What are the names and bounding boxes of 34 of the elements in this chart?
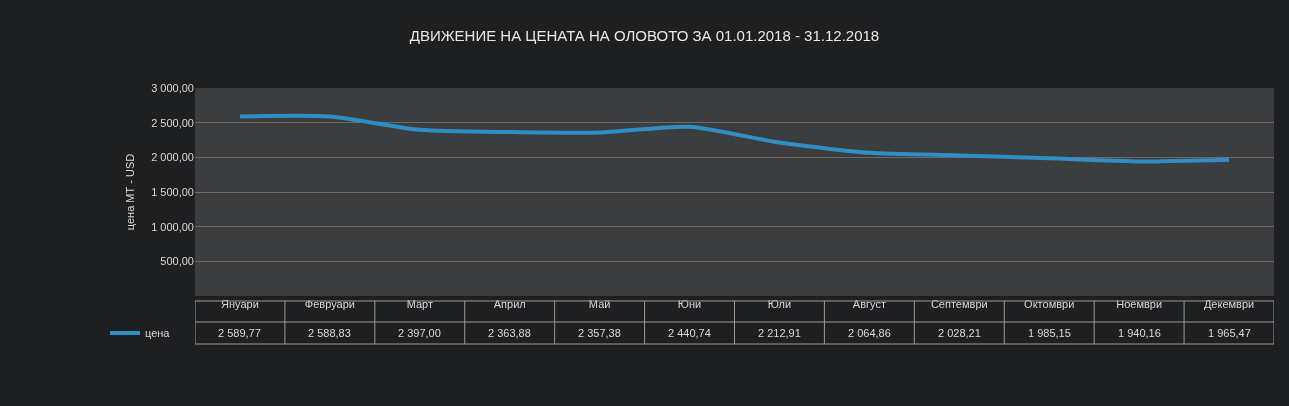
data-label: 1 985,15 — [1028, 327, 1071, 339]
data-label: 2 589,77 — [218, 327, 261, 339]
y-tick-label: 1 500,00 — [151, 185, 194, 198]
legend-label: цена — [145, 327, 171, 340]
y-tick-label: 3 000,00 — [151, 81, 194, 94]
x-tick-label: Март — [406, 298, 433, 310]
line-series — [237, 113, 1232, 164]
x-tick-label: Ноември — [1116, 298, 1163, 310]
chart-title: ДВИЖЕНИЕ НА ЦЕНАТА НА ОЛОВОТО ЗА 01.01.2018 - 31.12.2018 — [409, 26, 880, 44]
data-label: 1 965,47 — [1208, 327, 1251, 339]
x-tick-label: Август — [852, 298, 886, 310]
y-tick-label: 1 000,00 — [151, 220, 194, 233]
data-label: 2 028,21 — [938, 327, 981, 339]
data-label: 2 363,88 — [488, 327, 531, 339]
data-label: 2 588,83 — [308, 327, 351, 339]
data-label: 1 940,16 — [1118, 327, 1161, 339]
x-tick-label: Април — [493, 298, 526, 310]
x-tick-label: Юли — [767, 298, 792, 310]
y-tick-label: 500,00 — [160, 255, 194, 268]
x-tick-label: Септември — [930, 298, 988, 310]
data-label: 2 357,38 — [578, 327, 621, 339]
y-tick-label: 2 000,00 — [151, 151, 194, 164]
x-tick-label: Май — [588, 298, 611, 310]
x-tick-label: Февруари — [304, 298, 355, 310]
data-label: 2 064,86 — [848, 327, 891, 339]
data-label: 2 440,74 — [668, 327, 711, 339]
x-tick-label: Юни — [677, 298, 702, 310]
y-axis-title: цена МТ - USD — [123, 153, 136, 231]
x-tick-label: Октомври — [1024, 298, 1075, 310]
x-tick-label: Декември — [1203, 298, 1255, 310]
x-tick-label: Януари — [221, 298, 259, 310]
y-tick-label: 2 500,00 — [151, 116, 194, 129]
data-label: 2 397,00 — [398, 327, 441, 339]
data-label: 2 212,91 — [758, 327, 801, 339]
